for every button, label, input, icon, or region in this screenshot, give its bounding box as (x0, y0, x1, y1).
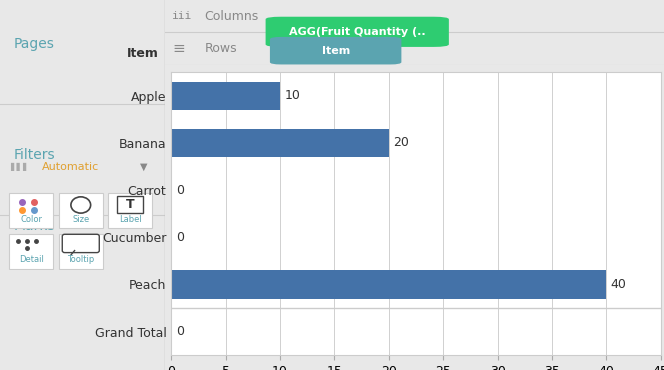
Text: Columns: Columns (205, 10, 259, 23)
Text: Detail: Detail (19, 255, 44, 265)
Text: Item: Item (126, 47, 158, 60)
Text: Size: Size (72, 215, 90, 224)
FancyBboxPatch shape (270, 37, 401, 64)
FancyBboxPatch shape (108, 193, 152, 228)
Text: Item: Item (321, 46, 350, 56)
FancyBboxPatch shape (9, 193, 53, 228)
Text: Rows: Rows (205, 42, 237, 55)
Text: ▌▌▌: ▌▌▌ (10, 162, 30, 171)
Text: Marks: Marks (13, 219, 55, 233)
Text: Label: Label (119, 215, 141, 224)
Bar (171, 270, 606, 299)
Bar (171, 129, 389, 157)
Text: ▼: ▼ (141, 161, 148, 172)
FancyBboxPatch shape (266, 17, 449, 47)
Text: ≡: ≡ (172, 41, 185, 56)
Text: 0: 0 (176, 231, 184, 244)
Text: Pages: Pages (13, 37, 54, 51)
Text: Tooltip: Tooltip (67, 255, 94, 265)
Text: AGG(Fruit Quantity (..: AGG(Fruit Quantity (.. (289, 27, 426, 37)
FancyBboxPatch shape (9, 234, 53, 269)
Text: 40: 40 (611, 278, 627, 291)
Text: Color: Color (21, 215, 42, 224)
FancyBboxPatch shape (59, 234, 103, 269)
Text: 0: 0 (176, 325, 184, 338)
Text: iii: iii (172, 11, 193, 21)
Text: Automatic: Automatic (42, 161, 99, 172)
FancyBboxPatch shape (59, 193, 103, 228)
Text: 20: 20 (393, 137, 409, 149)
Text: Filters: Filters (13, 148, 55, 162)
Text: 10: 10 (284, 89, 300, 102)
Text: 0: 0 (176, 184, 184, 196)
Bar (171, 82, 280, 110)
Text: T: T (125, 198, 134, 211)
